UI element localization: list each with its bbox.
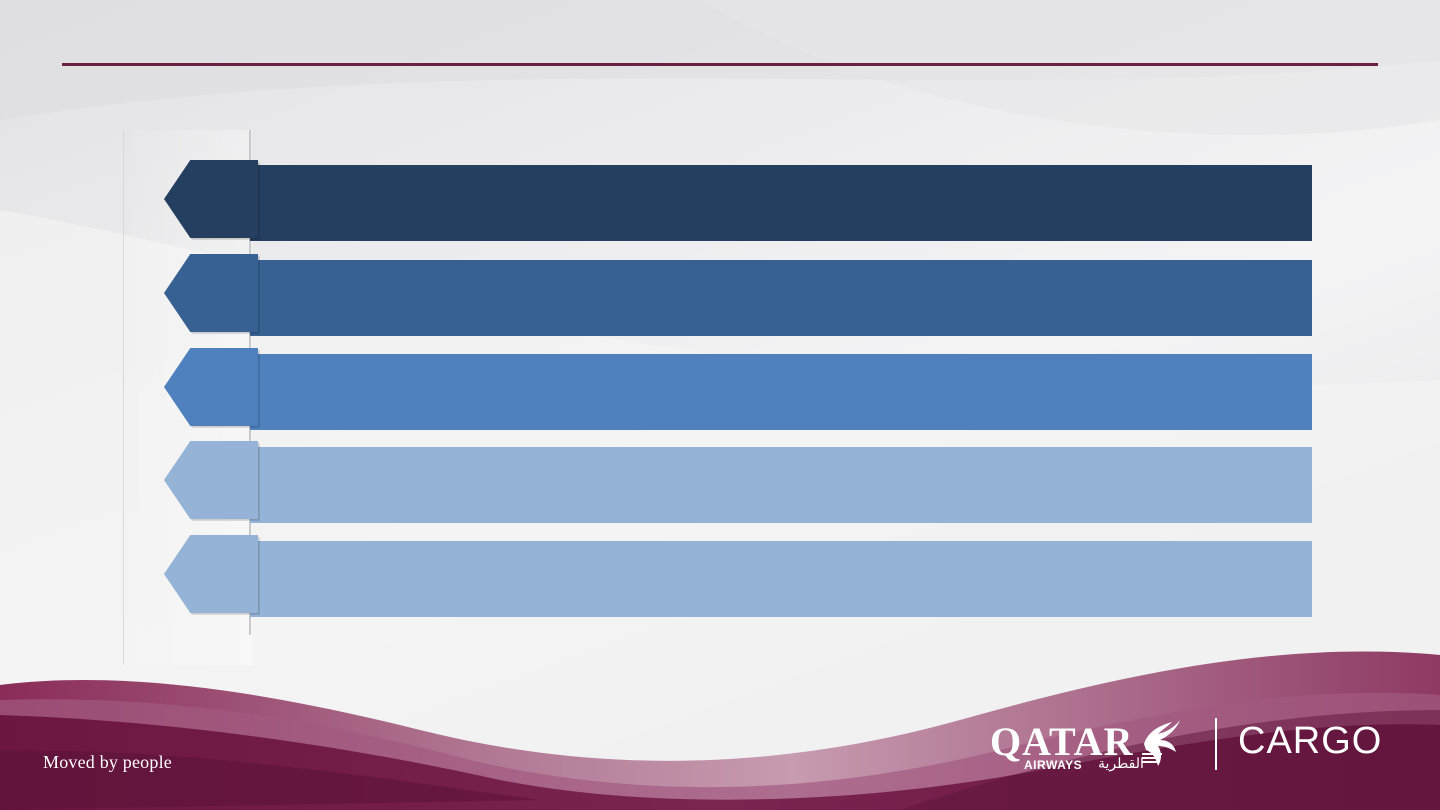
list-tab-1-label <box>194 160 252 238</box>
list-bar-5 <box>250 541 1312 617</box>
list-tab-4-label <box>194 441 252 519</box>
oryx-icon <box>1142 720 1180 766</box>
list-tab-3-label <box>194 348 252 426</box>
logo-product: CARGO <box>1238 720 1383 762</box>
list-bar-2 <box>250 260 1312 336</box>
qatar-airways-cargo-logo: QATAR AIRWAYS القطرية CARGO <box>988 714 1398 776</box>
list-bar-3 <box>250 354 1312 430</box>
list-bar-1 <box>250 165 1312 241</box>
tagline: Moved by people <box>43 752 172 772</box>
list-bar-4 <box>250 447 1312 523</box>
logo-brand: QATAR <box>990 719 1134 764</box>
title-underline <box>62 63 1378 66</box>
logo-arabic: القطرية <box>1098 755 1144 771</box>
logo-sub: AIRWAYS <box>1024 758 1083 772</box>
list-tab-2-label <box>194 254 252 332</box>
logo-divider <box>1215 718 1217 770</box>
footer-wave <box>0 651 1440 810</box>
